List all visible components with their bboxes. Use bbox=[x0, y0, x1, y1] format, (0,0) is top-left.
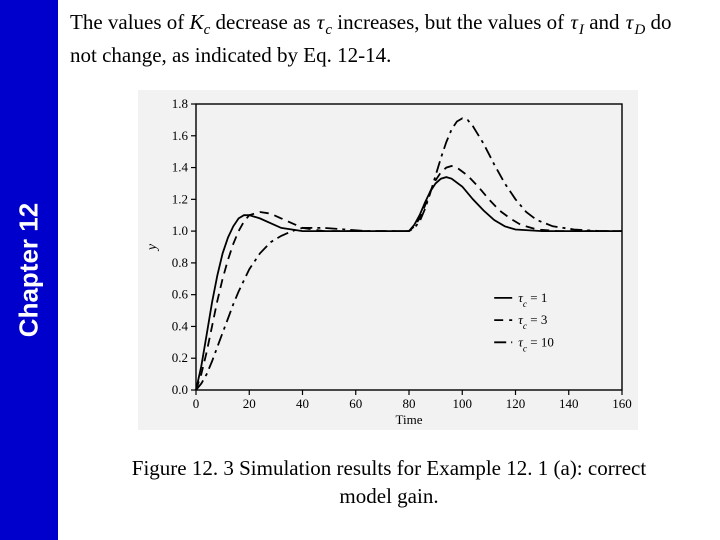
svg-text:τc = 10: τc = 10 bbox=[518, 334, 554, 354]
svg-text:0.4: 0.4 bbox=[172, 318, 189, 333]
text-seg: decrease as bbox=[210, 10, 316, 34]
svg-text:τc = 3: τc = 3 bbox=[518, 312, 547, 332]
content-area: The values of Kc decrease as τc increase… bbox=[58, 0, 720, 540]
figure: 0 20 40 60 80 100 120 140 160 0.0 0.2 0.4 0.6 0.8 1.0 1… bbox=[138, 90, 638, 430]
svg-text:τc = 1: τc = 1 bbox=[518, 290, 547, 310]
caption-line2: model gain. bbox=[339, 484, 438, 508]
symbol-tau-c: τ bbox=[317, 8, 325, 36]
svg-text:1.2: 1.2 bbox=[172, 191, 188, 206]
svg-text:Time: Time bbox=[396, 412, 423, 427]
text-seg: and bbox=[584, 10, 625, 34]
symbol-tau-d: τ bbox=[626, 8, 634, 36]
svg-text:40: 40 bbox=[296, 396, 309, 411]
svg-text:0.6: 0.6 bbox=[172, 287, 189, 302]
svg-text:0.2: 0.2 bbox=[172, 350, 188, 365]
svg-text:0: 0 bbox=[193, 396, 200, 411]
symbol-kc-k: K bbox=[190, 10, 204, 34]
svg-text:0.8: 0.8 bbox=[172, 255, 188, 270]
symbol-tau-i: τ bbox=[570, 8, 578, 36]
symbol-tau-d-sub: D bbox=[634, 22, 645, 38]
svg-text:20: 20 bbox=[243, 396, 256, 411]
text-seg: increases, but the values of bbox=[332, 10, 569, 34]
chapter-sidebar: Chapter 12 bbox=[0, 0, 58, 540]
svg-text:120: 120 bbox=[506, 396, 526, 411]
svg-text:160: 160 bbox=[612, 396, 632, 411]
chart-svg: 0 20 40 60 80 100 120 140 160 0.0 0.2 0.4 0.6 0.8 1.0 1… bbox=[138, 90, 638, 430]
caption-line1: Figure 12. 3 Simulation results for Exam… bbox=[132, 456, 646, 480]
svg-text:1.6: 1.6 bbox=[172, 128, 189, 143]
text-seg: The values of bbox=[70, 10, 190, 34]
svg-text:140: 140 bbox=[559, 396, 579, 411]
svg-text:100: 100 bbox=[453, 396, 473, 411]
figure-caption: Figure 12. 3 Simulation results for Exam… bbox=[98, 455, 680, 510]
svg-text:80: 80 bbox=[403, 396, 416, 411]
svg-text:1.4: 1.4 bbox=[172, 160, 189, 175]
svg-text:y: y bbox=[145, 243, 160, 252]
chapter-label: Chapter 12 bbox=[14, 203, 45, 337]
svg-text:1.8: 1.8 bbox=[172, 96, 188, 111]
paragraph: The values of Kc decrease as τc increase… bbox=[70, 8, 700, 69]
svg-text:0.0: 0.0 bbox=[172, 382, 188, 397]
svg-text:1.0: 1.0 bbox=[172, 223, 188, 238]
svg-text:60: 60 bbox=[349, 396, 362, 411]
